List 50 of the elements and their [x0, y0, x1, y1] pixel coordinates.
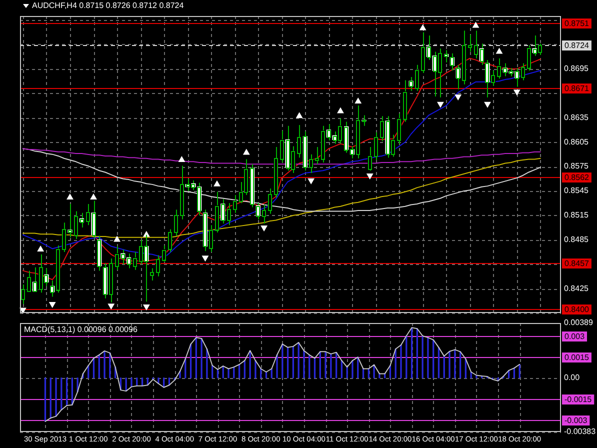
chart-title: MACD(5,13,1) 0.00096 0.00096: [24, 325, 138, 334]
ref-line-label: 0.8457: [564, 259, 590, 268]
point: [308, 178, 314, 184]
ref-line-label: 0.8400: [564, 305, 590, 314]
point: [454, 94, 462, 100]
point: [243, 149, 250, 155]
point: [496, 48, 502, 54]
point: [472, 22, 479, 28]
point: [108, 304, 114, 310]
ref-line-label: -0.003: [564, 416, 588, 426]
ref-line-label: 0.0015: [564, 353, 590, 362]
point: [114, 236, 120, 242]
point: [366, 173, 373, 179]
ref-line-label: 0.8671: [564, 84, 590, 94]
y-tick-label: 0.8605: [564, 137, 590, 146]
ref-line-label: 0.8724: [564, 41, 590, 50]
point: [20, 308, 26, 314]
point: [260, 226, 268, 232]
y-tick-label: 0.8515: [564, 210, 590, 220]
chart-title: AUDCHF,H4 0.8715 0.8726 0.8712 0.8724: [32, 1, 184, 10]
point: [178, 156, 185, 162]
candlestick: [444, 50, 449, 63]
y-tick-label: -0.00383: [564, 427, 596, 436]
ref-line-label: 0.003: [564, 332, 586, 342]
ref-line-label: 0.8562: [564, 173, 590, 182]
y-tick-label: 0.8635: [564, 112, 590, 122]
ref-line-label: -0.0015: [564, 395, 592, 404]
point: [214, 180, 220, 186]
point: [202, 256, 208, 262]
y-tick-label: 0.8485: [564, 234, 590, 244]
y-tick-label: 0.8545: [564, 186, 590, 196]
y-tick-label: 0.8425: [564, 284, 590, 293]
point: [514, 90, 520, 96]
ref-line-label: 0.8751: [564, 19, 590, 28]
candlestick: [450, 52, 455, 72]
point: [355, 98, 362, 104]
point: [484, 102, 491, 108]
point: [90, 194, 97, 200]
point: [143, 304, 150, 310]
point: [49, 302, 56, 308]
y-tick-label: 0.8575: [564, 162, 590, 171]
point: [420, 24, 426, 30]
point: [337, 108, 344, 114]
point: [437, 102, 444, 108]
point: [66, 194, 74, 200]
y-tick-label: 0.8695: [564, 64, 590, 74]
point: [37, 246, 44, 252]
y-tick-label: 0.00389: [564, 318, 594, 328]
y-tick-label: 0.00: [564, 373, 580, 382]
point: [296, 112, 302, 118]
